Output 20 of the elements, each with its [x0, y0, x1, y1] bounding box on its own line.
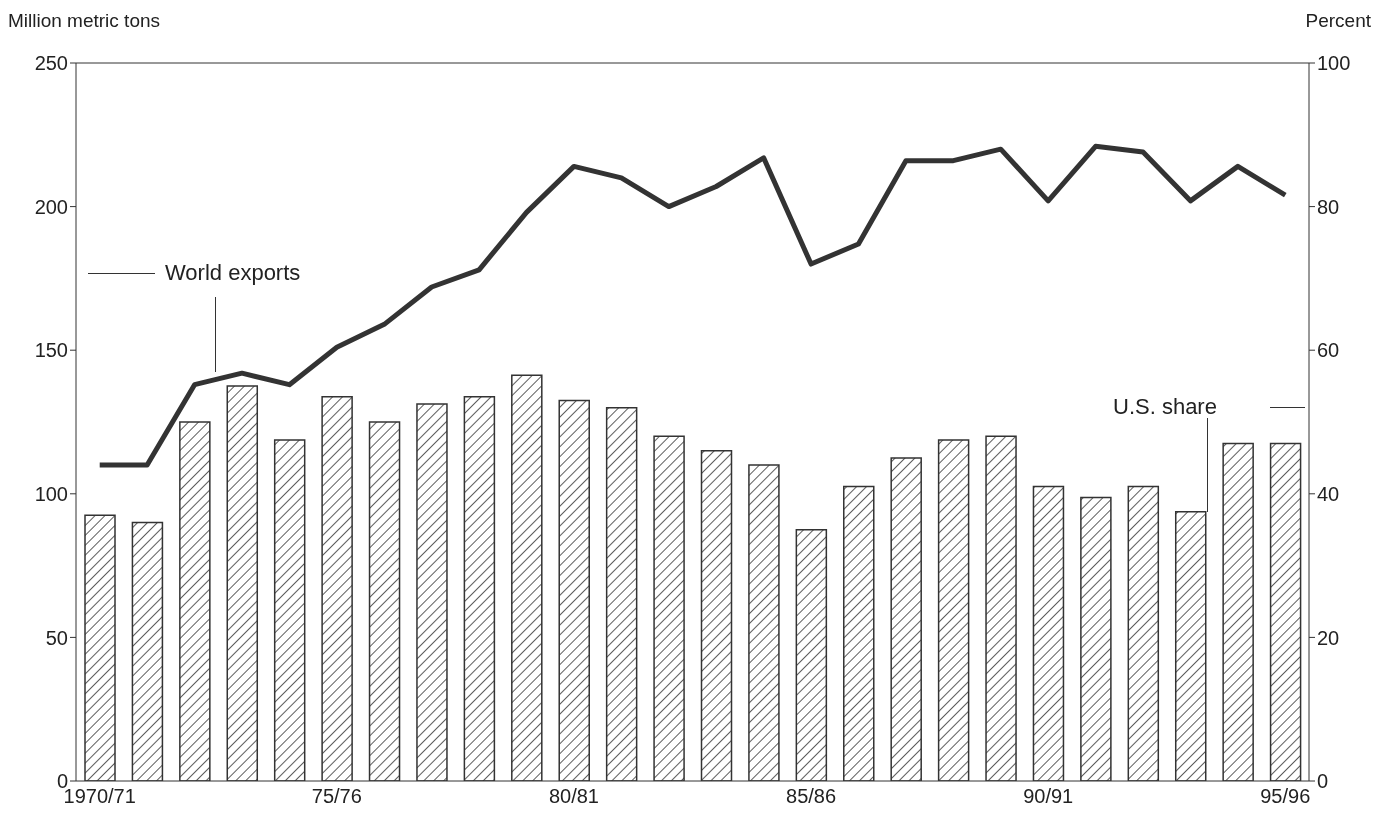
y2-tick-label: 20 [1317, 626, 1340, 649]
y-tick-label: 100 [34, 482, 68, 505]
y-tick-label: 200 [34, 195, 68, 218]
y-tick-label: 250 [34, 52, 68, 75]
y2-tick-label: 0 [1317, 770, 1329, 793]
legend-label: World exports [165, 260, 301, 286]
x-tick-label: 80/81 [548, 785, 599, 808]
y-tick-label: 150 [34, 339, 68, 362]
y-axis-title: Million metric tons [8, 10, 161, 32]
y2-axis-title: Percent [1305, 10, 1371, 32]
x-tick-label: 75/76 [311, 785, 362, 808]
y2-tick-label: 40 [1317, 482, 1340, 505]
x-tick-label: 95/96 [1260, 785, 1311, 808]
y2-tick-label: 100 [1317, 52, 1351, 75]
y2-tick-label: 80 [1317, 195, 1340, 218]
series-label: U.S. share [1113, 394, 1217, 420]
y-tick-label: 50 [45, 626, 68, 649]
x-tick-label: 85/86 [786, 785, 837, 808]
y2-tick-label: 60 [1317, 339, 1340, 362]
x-tick-label: 90/91 [1023, 785, 1074, 808]
